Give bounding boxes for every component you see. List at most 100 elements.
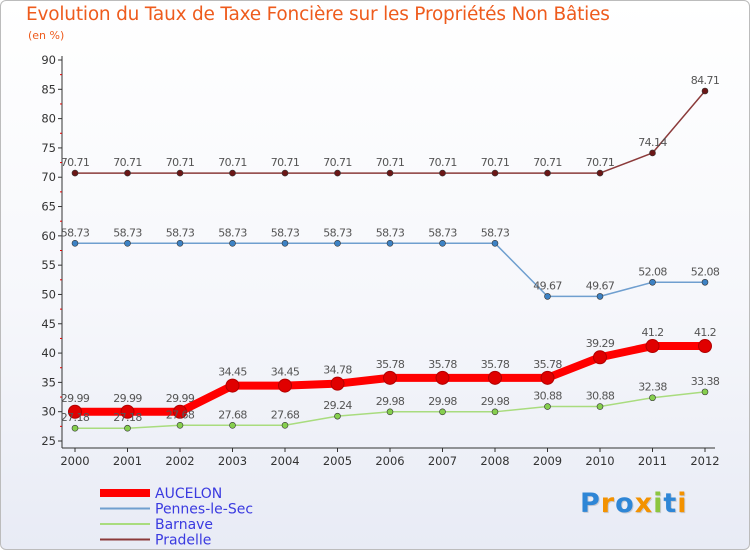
data-label: 84.71: [691, 74, 720, 87]
data-label: 58.73: [376, 226, 405, 239]
legend-item: Pennes-le-Sec: [100, 502, 253, 518]
data-label: 30.88: [533, 390, 562, 403]
data-point: [68, 404, 82, 419]
data-label: 70.71: [481, 156, 510, 169]
legend-label: Barnave: [155, 517, 213, 533]
logo-letter: t: [663, 488, 678, 519]
data-point: [124, 239, 131, 247]
y-tick-label: 90: [41, 53, 56, 67]
chart-axes: 25 30 35 40 45 50 55 60 65 70 75 80 85 90 2000 2001 2002…: [41, 53, 719, 468]
y-tick-label: 80: [41, 112, 56, 126]
x-tick-label: 2006: [375, 454, 404, 468]
series-barnave: [71, 388, 709, 432]
data-point: [229, 169, 236, 177]
data-label: 35.78: [376, 358, 405, 371]
data-label: 35.78: [428, 358, 457, 371]
data-label: 70.71: [113, 156, 142, 169]
data-point: [439, 239, 446, 247]
data-point: [120, 404, 135, 419]
data-point: [491, 239, 499, 247]
data-label: 70.71: [61, 156, 90, 169]
data-label: 58.73: [218, 226, 247, 239]
logo-letter: r: [600, 488, 616, 519]
data-label: 52.08: [691, 265, 720, 278]
series-layer: [68, 87, 712, 432]
data-point: [386, 169, 394, 177]
legend-item: AUCELON: [100, 486, 222, 502]
y-tick-label: 85: [41, 82, 56, 96]
data-point: [544, 403, 551, 410]
data-point: [488, 370, 502, 385]
data-point: [383, 370, 397, 385]
data-point: [649, 278, 656, 286]
data-point: [71, 169, 79, 177]
y-axis-unit-label: (en %): [28, 29, 65, 42]
data-label: 29.98: [376, 395, 405, 408]
data-label: 35.78: [533, 358, 562, 371]
data-point: [701, 388, 709, 396]
data-point: [176, 421, 184, 429]
chart-title: Evolution du Taux de Taxe Foncière sur l…: [26, 4, 610, 25]
legend-item: Pradelle: [100, 533, 211, 549]
y-tick-label: 70: [41, 170, 56, 184]
data-point: [540, 370, 555, 385]
legend-label: AUCELON: [155, 486, 222, 502]
x-tick-label: 2007: [428, 454, 457, 468]
data-label: 49.67: [533, 279, 562, 292]
x-tick-label: 2012: [690, 454, 719, 468]
data-label: 29.24: [323, 399, 352, 412]
legend-label: Pennes-le-Sec: [155, 502, 253, 518]
data-point: [491, 169, 499, 177]
data-point: [491, 408, 499, 416]
logo-letter: x: [634, 488, 654, 519]
data-point: [386, 239, 394, 247]
data-label: 70.71: [376, 156, 405, 169]
y-tick-label: 65: [41, 200, 56, 214]
data-label: 34.45: [271, 366, 300, 379]
data-point: [596, 403, 604, 410]
proxiti-logo: Proxiti: [580, 488, 688, 528]
data-point: [645, 339, 660, 354]
legend-item: Barnave: [100, 517, 213, 533]
y-tick-label: 35: [41, 375, 56, 389]
data-point: [281, 239, 289, 247]
data-label: 58.73: [428, 226, 457, 239]
y-tick-label: 55: [41, 258, 56, 272]
series-pennes-le-sec: [71, 239, 709, 300]
data-point: [698, 339, 712, 354]
data-point: [334, 412, 341, 420]
x-tick-label: 2009: [533, 454, 562, 468]
data-label: 41.2: [641, 326, 663, 339]
data-point: [281, 169, 289, 177]
data-point: [124, 424, 131, 432]
data-point: [124, 169, 131, 177]
logo-letter: o: [615, 488, 635, 519]
x-tick-label: 2010: [585, 454, 614, 468]
data-label: 29.98: [428, 395, 457, 408]
data-point: [225, 378, 240, 393]
data-label: 27.68: [218, 408, 247, 421]
data-label: 70.71: [586, 156, 615, 169]
data-point: [229, 239, 236, 247]
data-point: [173, 404, 187, 419]
data-label: 49.67: [586, 279, 615, 292]
data-label: 34.78: [323, 364, 352, 377]
y-tick-label: 60: [41, 229, 56, 243]
data-point: [439, 169, 446, 177]
data-point: [649, 394, 656, 402]
x-tick-label: 2005: [323, 454, 352, 468]
series-pradelle: [71, 87, 709, 177]
x-tick-label: 2002: [165, 454, 194, 468]
data-point: [593, 350, 607, 365]
data-label: 29.99: [61, 392, 90, 405]
data-point: [278, 378, 292, 393]
data-point: [176, 239, 184, 247]
data-point: [229, 421, 236, 429]
data-label: 70.71: [428, 156, 457, 169]
logo-letter: i: [653, 488, 664, 519]
data-label: 70.71: [166, 156, 195, 169]
legend-label: Pradelle: [155, 533, 211, 549]
